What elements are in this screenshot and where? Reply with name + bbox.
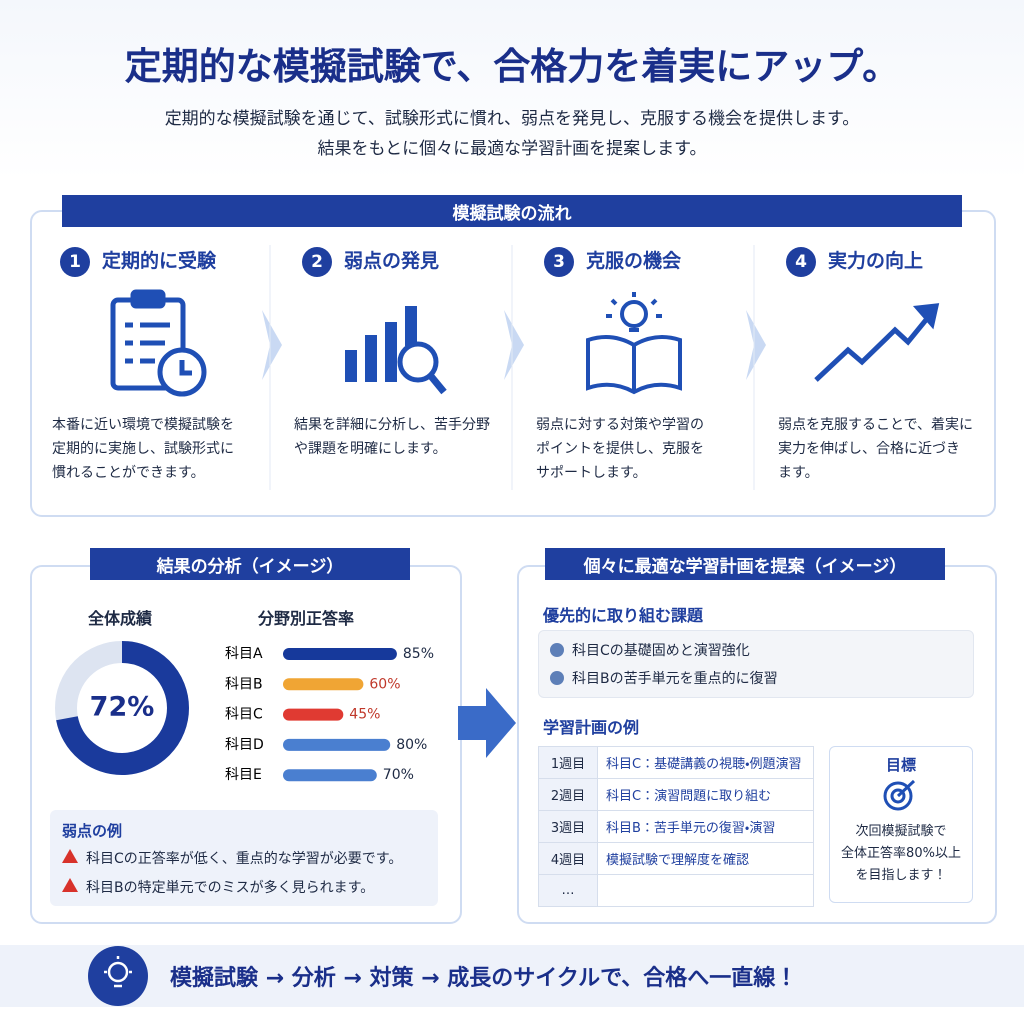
subjects-title: 分野別正答率 <box>258 609 355 628</box>
subject-name: 科目A <box>225 646 263 662</box>
subtitle: 定期的な模擬試験を通じて、試験形式に慣れ、弱点を発見し、克服する機会を提供します… <box>164 109 860 129</box>
week-cell: 4週目 <box>539 843 598 874</box>
priority-item: 科目Bの苦手単元を重点的に復習 <box>572 671 778 687</box>
plan-row: 1週目 科目C：基礎講義の視聴・例題演習 <box>539 747 813 778</box>
subject-name: 科目D <box>225 737 264 753</box>
step-text: 実力を伸ばし、合格に近づき <box>778 441 960 457</box>
subject-bar <box>283 738 391 751</box>
step-text: 弱点に対する対策や学習の <box>536 417 704 433</box>
clipboard-icon <box>110 289 207 397</box>
subject-value: 80% <box>396 737 427 753</box>
warning-icon <box>62 878 78 892</box>
weak-item: 科目Bの特定単元でのミスが多く見られます。 <box>86 880 375 896</box>
book-icon <box>586 292 682 395</box>
check-icon <box>550 671 564 685</box>
plan-row: 2週目 科目C：演習問題に取り組む <box>539 778 813 810</box>
subject-name: 科目B <box>225 676 263 692</box>
subject-value: 45% <box>349 707 380 723</box>
step-heading: 2 弱点の発見 <box>302 246 439 277</box>
week-cell: 2週目 <box>539 779 598 810</box>
plan-row: … <box>539 874 813 906</box>
dividers <box>269 245 755 490</box>
step-heading: 4 実力の向上 <box>786 246 923 277</box>
step-text: 結果を詳細に分析し、苦手分野 <box>294 417 490 433</box>
plan-table: 1週目 科目C：基礎講義の視聴・例題演習 2週目 科目C：演習問題に取り組む 3週目 科目… <box>538 746 814 907</box>
weak-title: 弱点の例 <box>62 822 123 840</box>
plan-row: 3週目 科目B：苦手単元の復習・演習 <box>539 810 813 842</box>
step-number: 1 <box>60 246 90 277</box>
step-heading: 1 定期的に受験 <box>60 246 216 277</box>
trend-icon <box>814 303 940 382</box>
step-title: 実力の向上 <box>828 250 924 272</box>
goal-box <box>829 746 973 903</box>
step-arrows <box>262 310 766 380</box>
step-text: 慣れることができます。 <box>52 465 205 481</box>
weak-item: 科目Cの正答率が低く、重点的な学習が必要です。 <box>86 851 403 867</box>
step-title: 弱点の発見 <box>344 250 440 272</box>
goal-title: 目標 <box>885 756 916 774</box>
footer-band <box>0 945 1024 1007</box>
title: 定期的な模擬試験で、合格力を着実にアップ。 <box>124 45 900 88</box>
step-number: 2 <box>302 246 332 277</box>
big-arrow <box>458 688 516 758</box>
step-text: 定期的に実施し、試験形式に <box>52 441 234 457</box>
task-cell: 模擬試験で理解度を確認 <box>606 853 750 868</box>
weak-box <box>50 810 438 906</box>
plan-title: 個々に最適な学習計画を提案（イメージ） <box>545 548 945 580</box>
step-text: や課題を明確にします。 <box>294 441 447 457</box>
subject-name: 科目C <box>225 707 263 723</box>
subject-bar <box>283 708 344 721</box>
goal-line: 全体正答率80%以上 <box>841 846 961 861</box>
donut-value <box>55 641 189 775</box>
subject-name: 科目E <box>225 767 262 783</box>
priority-box <box>538 630 974 698</box>
step-text: 弱点を克服することで、着実に <box>778 417 974 433</box>
flow-title: 模擬試験の流れ <box>62 195 962 227</box>
bulb-icon <box>88 946 148 1006</box>
task-cell: 科目B：苦手単元の復習・演習 <box>606 821 776 836</box>
subject-value: 85% <box>403 646 434 662</box>
step-title: 克服の機会 <box>586 250 682 272</box>
analysis-icon <box>345 306 447 395</box>
subject-bar <box>283 678 364 691</box>
step-number: 4 <box>786 246 816 277</box>
step-text: ます。 <box>778 465 819 481</box>
donut-label: 72% <box>90 692 155 723</box>
subtitle: 結果をもとに個々に最適な学習計画を提案します。 <box>317 139 707 159</box>
step-text: ポイントを提供し、克服を <box>536 441 704 457</box>
warning-icon <box>62 849 78 863</box>
example-title: 学習計画の例 <box>543 718 640 737</box>
priority-title: 優先的に取り組む課題 <box>543 606 704 625</box>
flow-graphics <box>110 245 940 490</box>
subject-value: 70% <box>383 767 414 783</box>
footer-text: 模擬試験 → 分析 → 対策 → 成長のサイクルで、合格へ一直線！ <box>170 966 798 991</box>
goal-line: を目指します！ <box>855 868 947 883</box>
step-text: 本番に近い環境で模擬試験を <box>52 417 234 433</box>
overall-title: 全体成績 <box>88 609 153 628</box>
step-title: 定期的に受験 <box>102 250 217 272</box>
week-cell: 3週目 <box>539 811 598 842</box>
target-icon <box>883 779 916 811</box>
step-text: サポートします。 <box>536 465 647 481</box>
step-number: 3 <box>544 246 574 277</box>
analysis-title: 結果の分析（イメージ） <box>90 548 410 580</box>
task-cell <box>598 875 813 906</box>
analysis-chart: 72% 科目A 85% 科目B 60% 科目C 45% 科目D 80% 科目E 70% <box>55 641 434 783</box>
task-cell: 科目C：基礎講義の視聴・例題演習 <box>606 757 802 772</box>
goal-line: 次回模擬試験で <box>855 824 947 839</box>
step-heading: 3 克服の機会 <box>544 246 681 277</box>
subject-bar <box>283 648 397 660</box>
check-icon <box>550 643 564 657</box>
subject-bar <box>283 769 377 782</box>
plan-row: 4週目 模擬試験で理解度を確認 <box>539 842 813 874</box>
task-cell: 科目C：演習問題に取り組む <box>606 789 772 804</box>
subject-value: 60% <box>369 676 400 692</box>
week-cell: … <box>539 875 598 906</box>
priority-item: 科目Cの基礎固めと演習強化 <box>572 643 750 659</box>
week-cell: 1週目 <box>539 747 598 778</box>
